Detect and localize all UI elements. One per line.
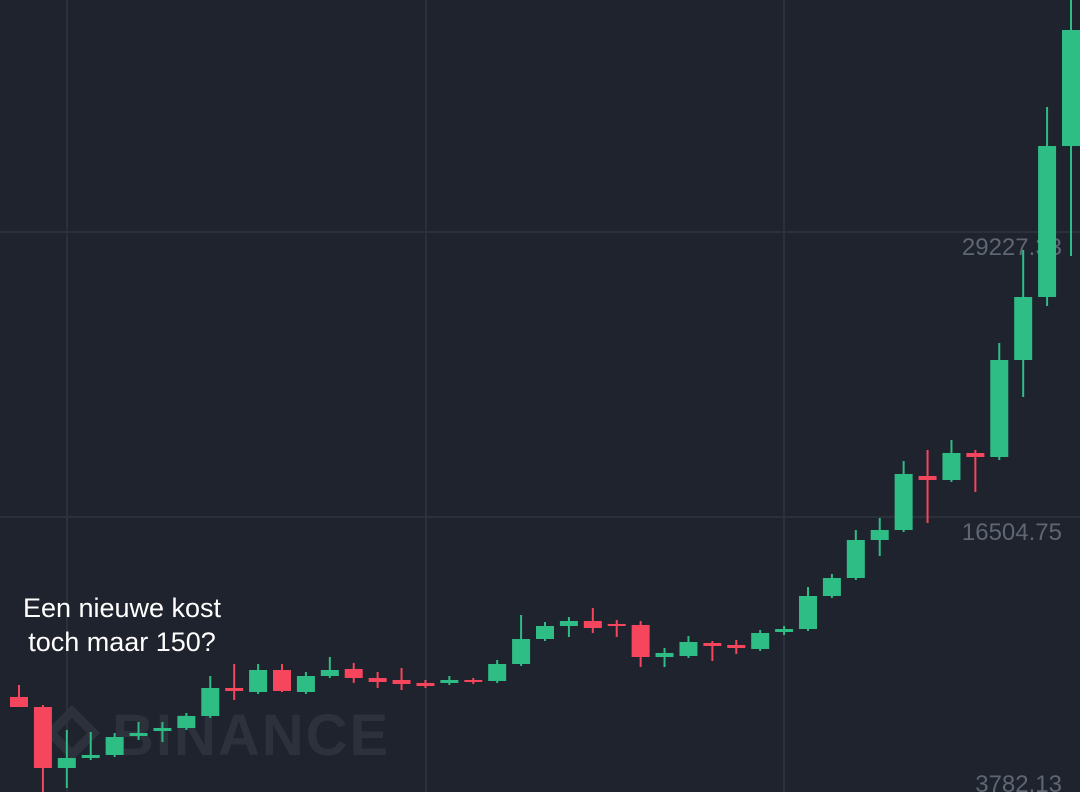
candle-body <box>153 727 172 731</box>
candle-body <box>368 677 387 683</box>
candle-body <box>822 577 841 597</box>
candle-body <box>1062 29 1080 147</box>
candle-body <box>81 754 100 758</box>
candle-body <box>320 669 339 676</box>
candle-body <box>918 476 937 480</box>
candle-body <box>846 540 865 578</box>
candle-body <box>201 687 220 716</box>
candle-body <box>129 732 148 736</box>
candle-body <box>583 621 602 628</box>
candle-body <box>344 668 363 678</box>
candle-body <box>775 628 794 633</box>
candle-body <box>225 687 244 691</box>
candle-body <box>536 625 554 639</box>
candle-body <box>703 643 722 647</box>
y-tick-label: 3782.13 <box>975 771 1062 792</box>
candle-body <box>894 473 913 530</box>
candle-body <box>990 360 1009 458</box>
candle-body <box>105 736 124 755</box>
candle-body <box>559 621 578 626</box>
candle-body <box>416 682 435 686</box>
candle-body <box>440 679 459 683</box>
watermark-logo <box>44 705 100 761</box>
candle-body <box>392 679 411 684</box>
candle-body <box>33 707 52 768</box>
candle-body <box>607 623 626 626</box>
candle-body <box>177 715 196 728</box>
watermark: BINANCE <box>112 703 390 768</box>
candle-body <box>942 452 961 480</box>
candle-body <box>631 624 650 658</box>
candle-body <box>488 663 507 681</box>
candle-body <box>870 529 889 541</box>
candle-body <box>10 696 28 707</box>
annotation: toch maar 150? <box>28 627 216 657</box>
candle-body <box>966 452 985 458</box>
candle-body <box>296 675 315 692</box>
y-tick-label: 16504.75 <box>962 519 1062 546</box>
candle-body <box>727 644 746 648</box>
candle-body <box>512 638 531 664</box>
candle-body <box>799 596 817 629</box>
candle-body <box>751 632 770 649</box>
candle-body <box>1038 146 1057 297</box>
annotation: Een nieuwe kost <box>23 593 222 623</box>
candle-body <box>464 679 483 683</box>
candle-body <box>249 669 268 692</box>
candle-body <box>1014 296 1033 361</box>
candle-body <box>679 641 698 656</box>
candle-body <box>655 652 674 658</box>
watermark-group: BINANCE <box>44 703 390 768</box>
candle-body <box>273 669 291 691</box>
candle-body <box>57 757 76 768</box>
